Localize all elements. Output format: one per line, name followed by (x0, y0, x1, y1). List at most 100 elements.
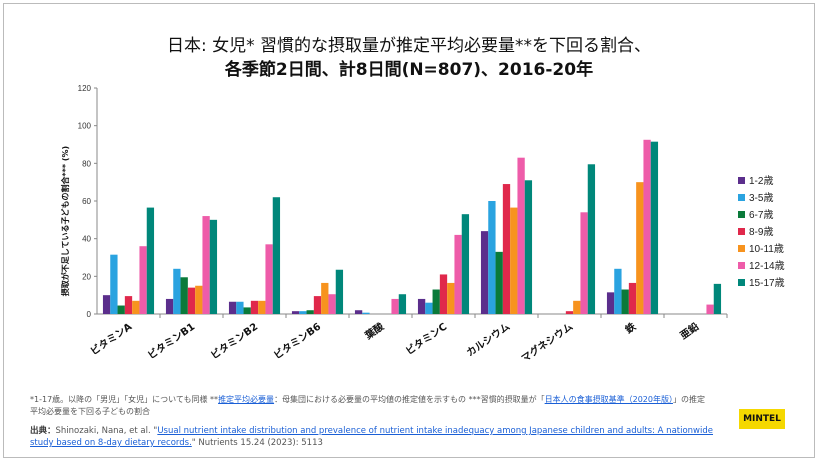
legend-swatch (738, 262, 745, 269)
title-line-1: 日本: 女児* 習慣的な摂取量が推定平均必要量**を下回る割合、 (166, 36, 652, 56)
bar-3-5歳 (110, 254, 118, 314)
bar-12-14歳 (202, 216, 210, 314)
legend-label: 15-17歳 (749, 277, 785, 289)
bar-8-9歳 (187, 287, 196, 314)
note-text-3: 」の推定平均必要量を下回る子どもの割合 (30, 395, 705, 416)
source: 出典：Shinozaki, Nana, et al. "Usual nutrie… (30, 425, 720, 449)
bar-10-11歳 (132, 300, 140, 314)
category-label: 亜鉛 (677, 320, 701, 342)
bar-6-7歳 (432, 289, 440, 314)
bar-12-14歳 (580, 212, 588, 314)
bar-8-9歳 (250, 300, 259, 314)
legend-label: 12-14歳 (749, 260, 785, 272)
bar-6-7歳 (306, 310, 314, 314)
bar-1-2歳 (291, 311, 300, 314)
bar-12-14歳 (328, 294, 336, 314)
bar-12-14歳 (454, 234, 462, 314)
bar-15-17歳 (461, 214, 470, 314)
slide: 日本: 女児* 習慣的な摂取量が推定平均必要量**を下回る割合、 各季節2日間、… (3, 3, 815, 458)
legend-swatch (738, 177, 745, 184)
bar-8-9歳 (313, 296, 322, 314)
bar-1-2歳 (354, 310, 363, 314)
legend-swatch (738, 245, 745, 252)
category-label: ビタミンC (403, 320, 449, 358)
category-label: 葉酸 (362, 319, 387, 342)
bar-1-2歳 (165, 298, 174, 314)
bar-1-2歳 (102, 295, 111, 314)
bar-15-17歳 (524, 180, 533, 314)
bar-10-11歳 (573, 300, 581, 314)
bar-15-17歳 (146, 207, 155, 314)
legend-label: 8-9歳 (749, 226, 773, 238)
bar-10-11歳 (321, 282, 329, 314)
footnotes: *1-17歳。以降の「男児」「女児」についても同様 **推定平均必要量：母集団に… (30, 394, 710, 418)
category-label: マグネシウム (519, 320, 576, 365)
dietary-standards-link[interactable]: 日本人の食事摂取基準（2020年版） (544, 395, 673, 404)
source-label: 出典： (30, 426, 56, 436)
bar-3-5歳 (362, 312, 370, 314)
chart-title: 日本: 女児* 習慣的な摂取量が推定平均必要量**を下回る割合、 各季節2日間、… (4, 34, 814, 82)
source-authors: Shinozaki, Nana, et al. " (55, 426, 158, 436)
bar-6-7歳 (495, 251, 503, 314)
category-label: ビタミンB1 (145, 320, 197, 362)
bar-10-11歳 (636, 182, 644, 314)
category-label: ビタミンA (88, 320, 135, 358)
category-label: カルシウム (464, 321, 512, 360)
legend-label: 1-2歳 (749, 175, 773, 187)
bar-12-14歳 (643, 139, 651, 314)
bar-8-9歳 (124, 296, 133, 314)
source-link[interactable]: Usual nutrient intake distribution and p… (30, 426, 713, 448)
y-tick-label: 120 (78, 84, 92, 93)
bar-3-5歳 (425, 302, 433, 314)
category-label: ビタミンB2 (208, 320, 260, 362)
bar-6-7歳 (180, 277, 188, 314)
y-tick-label: 20 (82, 272, 91, 281)
bar-8-9歳 (502, 184, 511, 314)
bar-1-2歳 (480, 231, 489, 314)
bar-1-2歳 (417, 298, 426, 314)
y-tick-label: 60 (82, 197, 91, 206)
bar-12-14歳 (139, 246, 147, 314)
bar-15-17歳 (335, 269, 344, 314)
note-text-2: ：母集団における必要量の平均値の推定値を示すもの ***習慣的摂取量が「 (274, 395, 545, 404)
legend-label: 10-11歳 (749, 243, 784, 255)
bar-12-14歳 (517, 157, 525, 314)
legend-swatch (738, 228, 745, 235)
bar-10-11歳 (447, 282, 455, 314)
bar-6-7歳 (243, 307, 251, 314)
bar-8-9歳 (439, 274, 448, 314)
title-line-2: 各季節2日間、計8日間(N=807)、2016-20年 (224, 60, 594, 80)
source-citation: " Nutrients 15.24 (2023): 5113 (191, 438, 323, 448)
legend-label: 3-5歳 (749, 192, 773, 204)
category-label: ビタミンB6 (271, 320, 323, 362)
bar-3-5歳 (614, 268, 622, 314)
legend-swatch (738, 194, 745, 201)
bar-3-5歳 (236, 301, 244, 314)
bar-6-7歳 (117, 305, 125, 314)
legend-swatch (738, 211, 745, 218)
note-text-1: *1-17歳。以降の「男児」「女児」についても同様 ** (30, 395, 219, 404)
bar-chart: 0 20 40 60 80 100 120 摂取が不足している子どもの割合*** (%) ビタミ… (60, 84, 785, 365)
bar-3-5歳 (299, 311, 307, 314)
y-tick-label: 0 (87, 310, 92, 319)
bar-10-11歳 (510, 207, 518, 314)
legend-label: 6-7歳 (749, 209, 773, 221)
y-tick-label: 100 (78, 122, 92, 131)
bar-15-17歳 (209, 219, 218, 314)
y-axis-label: 摂取が不足している子どもの割合*** (%) (60, 146, 70, 296)
legend-swatch (738, 279, 745, 286)
bar-10-11歳 (258, 300, 266, 314)
bar-12-14歳 (391, 298, 399, 314)
bar-12-14歳 (706, 304, 714, 314)
bar-15-17歳 (272, 197, 281, 314)
bar-15-17歳 (713, 283, 722, 314)
bar-10-11歳 (195, 285, 203, 314)
bar-12-14歳 (265, 244, 273, 314)
y-tick-label: 40 (82, 235, 91, 244)
bar-15-17歳 (650, 141, 659, 314)
bar-1-2歳 (606, 292, 615, 314)
category-label: 鉄 (623, 320, 639, 336)
mintel-logo: MINTEL (739, 409, 785, 429)
ear-link[interactable]: 推定平均必要量 (218, 395, 275, 404)
bar-15-17歳 (587, 164, 596, 314)
